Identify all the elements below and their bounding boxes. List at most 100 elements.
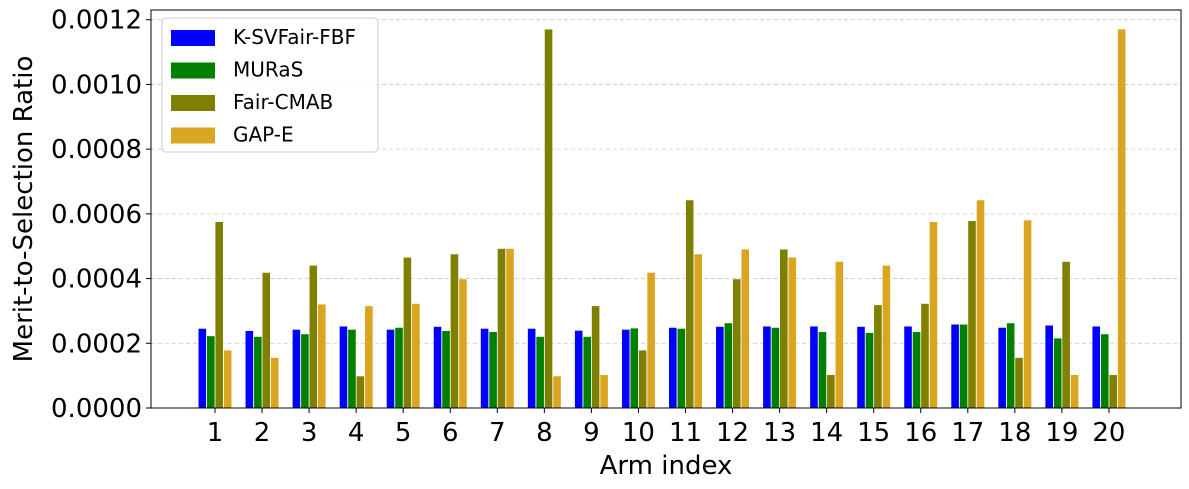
bar (574, 330, 583, 408)
bar (198, 328, 207, 408)
bar (694, 254, 702, 408)
bar (741, 249, 750, 408)
bar (865, 332, 874, 408)
bar (669, 327, 677, 408)
bar (553, 376, 561, 408)
bar (292, 329, 301, 408)
bar (763, 326, 771, 408)
bar (874, 305, 882, 408)
bars (198, 29, 1126, 408)
y-tick-label: 0.0010 (51, 70, 142, 100)
bar (1023, 220, 1032, 408)
bar (647, 272, 655, 408)
bar (716, 326, 724, 408)
bar (459, 279, 467, 408)
bar (433, 326, 442, 408)
bar (356, 376, 365, 408)
x-tick-label: 11 (669, 418, 702, 448)
x-tick-label: 9 (583, 418, 600, 448)
x-tick-label: 15 (857, 418, 890, 448)
bar (1092, 326, 1101, 408)
bar (1109, 374, 1117, 408)
x-tick-label: 20 (1092, 418, 1125, 448)
bar (621, 329, 630, 408)
bar (536, 336, 544, 408)
y-tick-label: 0.0000 (51, 394, 142, 424)
bar (215, 221, 223, 408)
legend-label: Fair-CMAB (233, 90, 333, 114)
x-tick-label: 2 (254, 418, 271, 448)
bar (480, 328, 489, 408)
y-tick-label: 0.0012 (51, 6, 142, 36)
bar (403, 257, 412, 408)
bar (976, 200, 985, 408)
bar (912, 331, 921, 408)
x-tick-label: 10 (622, 418, 655, 448)
x-tick-label: 19 (1045, 418, 1078, 448)
bar (968, 220, 976, 408)
bar (527, 328, 536, 408)
bar (685, 200, 694, 408)
bar (450, 254, 459, 408)
bar (835, 261, 844, 408)
legend: K-SVFair-FBF MURaS Fair-CMAB GAP-E (161, 17, 379, 153)
bar (732, 279, 741, 408)
x-tick-label: 17 (951, 418, 984, 448)
y-tick-label: 0.0008 (51, 135, 142, 165)
bar (827, 374, 835, 408)
bar (497, 248, 506, 408)
bar (724, 323, 733, 408)
bar (1015, 357, 1023, 408)
x-tick-label: 1 (207, 418, 224, 448)
bar (245, 330, 254, 408)
bar (921, 303, 929, 408)
y-axis-label: Merit-to-Selection Ratio (9, 56, 39, 363)
bar (677, 328, 686, 408)
x-axis: 1 2 3 4 5 6 7 8 9 10 11 12 13 14 15 16 17 18 19 20 (207, 408, 1125, 448)
y-tick-label: 0.0002 (51, 329, 142, 359)
bar (301, 334, 309, 408)
legend-label: MURaS (233, 58, 303, 82)
x-tick-label: 6 (442, 418, 459, 448)
plot-frame (150, 9, 1182, 409)
bar (630, 328, 639, 408)
x-tick-label: 7 (489, 418, 506, 448)
bar (810, 326, 818, 408)
bar (395, 327, 403, 408)
bar (544, 29, 553, 408)
legend-label: K-SVFair-FBF (233, 25, 356, 49)
bar (270, 357, 279, 408)
bar (591, 306, 600, 408)
legend-frame (161, 17, 379, 153)
bar (489, 331, 497, 408)
bar (1117, 29, 1126, 408)
x-tick-label: 12 (716, 418, 749, 448)
y-tick-label: 0.0004 (51, 265, 142, 295)
bar (951, 324, 959, 408)
x-tick-label: 3 (301, 418, 318, 448)
bar (262, 272, 271, 408)
legend-swatch (171, 127, 215, 144)
x-tick-label: 13 (763, 418, 796, 448)
bar (1062, 261, 1070, 408)
bar (365, 306, 373, 408)
bar (386, 329, 395, 408)
bar (638, 350, 647, 408)
bar (254, 336, 262, 408)
bar (318, 304, 326, 408)
bar (929, 221, 938, 408)
bar (412, 303, 420, 408)
x-tick-label: 18 (998, 418, 1031, 448)
legend-swatch (171, 30, 215, 46)
bar (207, 336, 215, 408)
bar (1006, 323, 1015, 408)
bar (309, 265, 318, 408)
bar (600, 374, 608, 408)
bar (1100, 334, 1109, 408)
x-tick-label: 8 (536, 418, 553, 448)
bar (339, 326, 348, 408)
bar (904, 326, 912, 408)
bar (223, 350, 232, 408)
x-tick-label: 14 (810, 418, 843, 448)
